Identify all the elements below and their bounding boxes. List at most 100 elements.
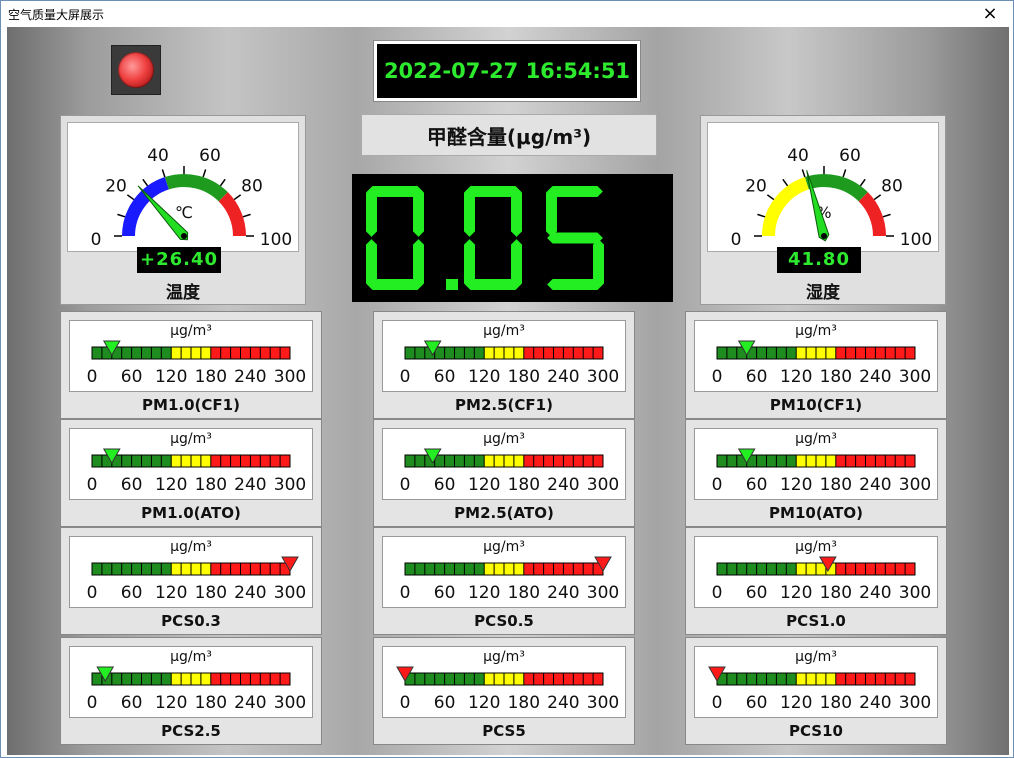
humidity-tick (873, 194, 882, 201)
humidity-tick (757, 213, 766, 218)
meter-tick-label: 180 (819, 475, 853, 495)
humidity-needle-hub (821, 233, 827, 239)
meter-tick-labels: 0 60 120 180 240 300 (70, 367, 312, 387)
meter-scale-bar (716, 340, 916, 360)
meter-band (796, 347, 803, 359)
meter-tick-label: 0 (399, 583, 411, 603)
meter-scale-bar (404, 340, 604, 360)
meter-tick-label: 180 (194, 367, 228, 387)
meter-tick-label: 0 (711, 367, 723, 387)
meter-tick-label: 300 (898, 367, 932, 387)
meter-pcs5: μg/m³ 0 60 120 180 240 300 PCS5 (373, 637, 635, 745)
meter-marker (819, 556, 837, 573)
meter-tick-label: 0 (711, 583, 723, 603)
meter-tick-labels: 0 60 120 180 240 300 (695, 583, 937, 603)
meter-tick-label: 120 (779, 475, 813, 495)
meter-tick-label: 60 (745, 367, 768, 387)
meter-band (796, 563, 803, 575)
meter-scale-bar (91, 556, 299, 576)
meter-tick-label: 120 (154, 475, 188, 495)
temperature-scale-label: 60 (199, 146, 221, 166)
meter-band (484, 673, 491, 685)
temperature-tick (233, 194, 242, 201)
meter-tick-label: 180 (819, 693, 853, 713)
meter-box: μg/m³ 0 60 120 180 240 300 (694, 320, 938, 392)
humidity-needle (806, 170, 830, 242)
meter-band (490, 347, 524, 359)
meter-band (177, 347, 211, 359)
datetime-text: 2022-07-27 16:54:51 (377, 44, 637, 98)
meter-tick-labels: 0 60 120 180 240 300 (695, 367, 937, 387)
datetime-display: 2022-07-27 16:54:51 (373, 40, 641, 102)
formaldehyde-digit (546, 186, 604, 290)
meter-tick-labels: 0 60 120 180 240 300 (695, 693, 937, 713)
meter-unit: μg/m³ (795, 431, 837, 447)
meter-marker (281, 556, 299, 573)
meter-caption: PCS1.0 (786, 612, 846, 630)
formaldehyde-digit (464, 186, 522, 290)
meter-caption: PM1.0(ATO) (141, 504, 241, 522)
meter-unit: μg/m³ (483, 649, 525, 665)
meter-tick-label: 120 (154, 583, 188, 603)
meter-tick-label: 0 (399, 367, 411, 387)
meter-tick-labels: 0 60 120 180 240 300 (383, 367, 625, 387)
humidity-zone-0 (762, 177, 810, 237)
meter-unit: μg/m³ (483, 431, 525, 447)
meter-unit: μg/m³ (483, 323, 525, 339)
temperature-caption: 温度 (166, 283, 200, 303)
meter-tick-label: 240 (234, 693, 267, 713)
meter-band (802, 455, 836, 467)
meter-band (171, 455, 178, 467)
meter-tick-label: 60 (120, 367, 143, 387)
meter-caption: PM1.0(CF1) (142, 396, 240, 414)
temperature-tick (242, 213, 251, 218)
meter-tick-label: 120 (779, 693, 813, 713)
close-icon[interactable]: × (982, 3, 998, 24)
humidity-readout: 41.80 (777, 247, 861, 273)
temperature-scale-label: 0 (91, 230, 102, 250)
meter-box: μg/m³ 0 60 120 180 240 300 (694, 536, 938, 608)
meter-caption: PM10(ATO) (769, 504, 863, 522)
meter-band (171, 563, 178, 575)
meter-pcs2-5: μg/m³ 0 60 120 180 240 300 PCS2.5 (60, 637, 322, 745)
meter-tick-label: 120 (154, 367, 188, 387)
humidity-tick (766, 194, 775, 201)
meter-caption: PCS10 (789, 722, 843, 740)
meter-tick-label: 0 (86, 367, 98, 387)
temperature-tick (142, 178, 149, 187)
meter-tick-label: 300 (898, 583, 932, 603)
meter-unit: μg/m³ (170, 649, 212, 665)
meter-pm10-cf1-: μg/m³ 0 60 120 180 240 300 PM10(CF1) (685, 311, 947, 419)
temperature-tick (126, 194, 135, 201)
meter-tick-label: 180 (507, 367, 541, 387)
meter-scale-bar (404, 448, 604, 468)
meter-scale-bar (716, 556, 916, 576)
humidity-scale-label: 60 (839, 146, 861, 166)
temperature-zone-2 (218, 192, 246, 237)
meter-tick-label: 60 (433, 367, 456, 387)
meter-tick-label: 180 (194, 475, 228, 495)
meter-tick-label: 180 (507, 693, 541, 713)
meter-scale-bar (708, 666, 916, 686)
meter-tick-labels: 0 60 120 180 240 300 (70, 583, 312, 603)
meter-tick-label: 180 (819, 367, 853, 387)
humidity-dial: 0 20 40 60 80 100% (707, 122, 939, 252)
temperature-tick (117, 213, 126, 218)
meter-box: μg/m³ 0 60 120 180 240 300 (69, 646, 313, 718)
meter-tick-label: 0 (399, 475, 411, 495)
formaldehyde-display (352, 174, 686, 302)
meter-pcs10: μg/m³ 0 60 120 180 240 300 PCS10 (685, 637, 947, 745)
meter-band (171, 347, 178, 359)
meter-pm1-0-ato-: μg/m³ 0 60 120 180 240 300 PM1.0(ATO) (60, 419, 322, 527)
meter-tick-label: 120 (779, 583, 813, 603)
meter-tick-labels: 0 60 120 180 240 300 (70, 693, 312, 713)
meter-tick-label: 0 (399, 693, 411, 713)
meter-tick-label: 240 (859, 693, 892, 713)
meter-band (802, 673, 836, 685)
humidity-tick (882, 213, 891, 218)
meter-marker (708, 666, 726, 683)
temperature-zone-0 (122, 177, 170, 237)
meter-tick-labels: 0 60 120 180 240 300 (695, 475, 937, 495)
temperature-zone-1 (164, 174, 228, 202)
humidity-zone-1 (804, 174, 868, 202)
